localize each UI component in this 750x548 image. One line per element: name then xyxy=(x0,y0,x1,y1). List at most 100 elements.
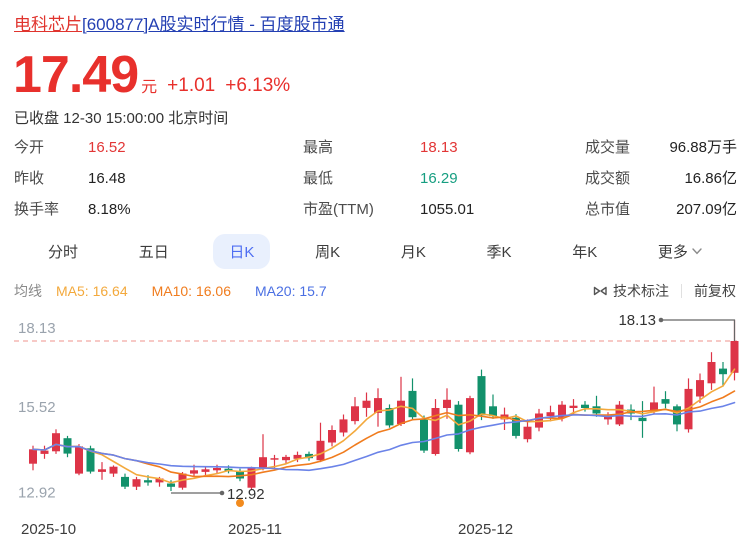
high-annotation-line xyxy=(661,319,736,341)
stat-value-market-cap: 207.09亿 xyxy=(676,201,737,218)
candle-body xyxy=(558,404,566,418)
candle-body xyxy=(719,368,727,375)
stat-value-amount: 16.86亿 xyxy=(684,170,737,187)
candle-body xyxy=(477,376,486,416)
price-change: +1.01 xyxy=(167,74,216,96)
stock-name-highlight: 电科芯片 xyxy=(14,15,82,34)
chart-tools: 技术标注 前复权 xyxy=(592,280,736,302)
stat-value-turnover-rate: 8.18% xyxy=(88,201,131,218)
candle-body xyxy=(40,450,49,454)
current-price: 17.49 xyxy=(13,46,139,104)
stat-label-open: 今开 xyxy=(14,139,45,156)
tab-minute[interactable]: 分时 xyxy=(48,243,79,261)
stat-value-low: 16.29 xyxy=(420,170,458,187)
candle-body xyxy=(661,399,670,404)
candle-body xyxy=(569,405,578,408)
ma-line-ma10 xyxy=(32,390,736,478)
tab-five-day[interactable]: 五日 xyxy=(138,243,169,261)
ma-legend-bar: 均线 MA5: 16.64 MA10: 16.06 MA20: 15.7 技术标… xyxy=(14,280,736,302)
candle-body xyxy=(167,483,175,487)
ma20-legend: MA20: 15.7 xyxy=(255,283,327,299)
stat-label-prev-close: 昨收 xyxy=(14,170,45,187)
stat-label-turnover-rate: 换手率 xyxy=(14,201,60,218)
candle-body xyxy=(86,448,95,472)
candle-body xyxy=(523,426,532,440)
chevron-down-icon xyxy=(692,247,702,254)
stat-value-pe-ttm: 1055.01 xyxy=(420,201,475,218)
candle-body xyxy=(420,419,428,451)
x-axis-label: 2025-12 xyxy=(458,521,513,538)
stock-title-link[interactable]: 电科芯片[600877]A股实时行情 - 百度股市通 xyxy=(14,10,345,35)
price-block: 17.49 元 +1.01 +6.13% xyxy=(13,46,291,104)
candle-body xyxy=(638,417,647,422)
stat-label-pe-ttm: 市盈(TTM) xyxy=(303,201,374,218)
candle-body xyxy=(236,471,244,479)
candle-body xyxy=(259,457,267,468)
candle-body xyxy=(466,398,474,453)
candle-body xyxy=(443,399,451,408)
kline-chart[interactable]: 18.13 15.52 12.92 2025-10 2025-11 2025-12 18.1… xyxy=(0,308,750,543)
candle-body xyxy=(339,419,348,433)
candle-body xyxy=(546,412,555,417)
candle-body xyxy=(489,406,497,417)
candle-body xyxy=(316,440,325,461)
candle-body xyxy=(730,341,739,373)
tab-quarterly-k[interactable]: 季K xyxy=(486,243,512,261)
price-change-percent: +6.13% xyxy=(225,74,291,96)
kline-chart-svg[interactable]: 18.13 15.52 12.92 2025-10 2025-11 2025-12 18.1… xyxy=(0,308,750,543)
candle-body xyxy=(75,446,83,474)
forward-adjusted-button[interactable]: 前复权 xyxy=(694,283,736,299)
ma-prefix-label: 均线 xyxy=(14,283,42,299)
tab-yearly-k[interactable]: 年K xyxy=(572,243,598,261)
tab-weekly-k[interactable]: 周K xyxy=(315,243,341,261)
x-axis-label: 2025-10 xyxy=(21,521,76,538)
candle-body xyxy=(293,454,302,459)
stat-label-low: 最低 xyxy=(303,170,334,187)
candle-body xyxy=(512,417,520,436)
ma-line-ma5 xyxy=(32,368,736,484)
ma10-legend: MA10: 16.06 xyxy=(151,283,231,299)
annotation-flag-icon xyxy=(593,286,607,296)
ma-line-ma20 xyxy=(32,401,736,472)
y-axis-label: 18.13 xyxy=(18,320,56,337)
candles-group xyxy=(29,320,739,491)
stat-value-volume: 96.88万手 xyxy=(669,139,737,156)
stat-label-volume: 成交量 xyxy=(585,139,631,156)
candle-body xyxy=(132,479,141,487)
ma5-legend: MA5: 16.64 xyxy=(56,283,128,299)
candle-body xyxy=(362,400,371,408)
candle-body xyxy=(592,406,601,414)
candle-body xyxy=(454,404,463,449)
tab-more[interactable]: 更多 xyxy=(642,234,718,269)
candle-body xyxy=(144,480,152,483)
candle-body xyxy=(604,416,612,420)
candle-body xyxy=(121,476,129,487)
candle-body xyxy=(52,433,60,452)
candle-body xyxy=(270,458,279,460)
tab-monthly-k[interactable]: 月K xyxy=(400,243,426,261)
stat-value-high: 18.13 xyxy=(420,139,458,156)
candle-body xyxy=(328,430,336,443)
low-annotation-label: 12.92 xyxy=(227,486,265,503)
candle-body xyxy=(374,398,382,413)
tab-daily-k[interactable]: 日K xyxy=(213,233,271,269)
candle-body xyxy=(98,469,106,472)
tools-divider xyxy=(681,284,682,298)
candle-body xyxy=(696,380,704,397)
candle-body xyxy=(190,470,198,474)
candle-body xyxy=(305,453,313,459)
candle-body xyxy=(351,406,359,422)
x-axis-label: 2025-11 xyxy=(228,521,282,538)
candle-body xyxy=(109,466,118,474)
market-status-line: 已收盘 12-30 15:00:00 北京时间 xyxy=(14,110,229,127)
candle-body xyxy=(155,478,164,483)
candle-body xyxy=(29,449,37,464)
candle-body xyxy=(385,408,394,426)
high-annotation-label: 18.13 xyxy=(618,312,656,329)
stat-value-prev-close: 16.48 xyxy=(88,170,126,187)
stat-value-open: 16.52 xyxy=(88,139,126,156)
candle-body xyxy=(282,456,290,461)
event-marker-dot xyxy=(236,499,244,507)
tech-annotation-button[interactable]: 技术标注 xyxy=(592,281,669,301)
